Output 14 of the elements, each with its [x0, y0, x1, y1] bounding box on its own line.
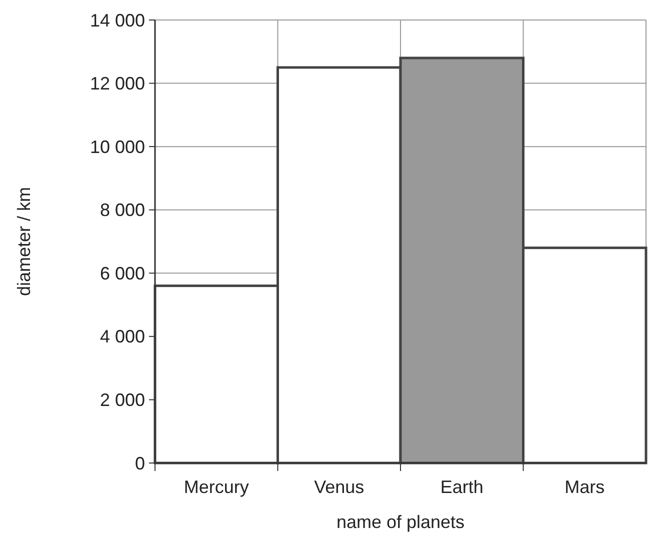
y-tick-label: 12 000 — [90, 74, 145, 94]
y-tick-label: 10 000 — [90, 136, 145, 157]
y-axis-title: diameter / km — [14, 186, 34, 296]
x-tick-label: Mars — [564, 477, 605, 497]
y-tick-label: 2 000 — [100, 390, 145, 410]
y-tick-label: 6 000 — [100, 263, 145, 284]
y-tick-label: 4 000 — [100, 326, 145, 347]
x-tick-label: Venus — [314, 477, 364, 497]
y-tick-label: 14 000 — [90, 10, 145, 30]
x-axis-title: name of planets — [336, 512, 465, 532]
x-tick-label: Mercury — [184, 477, 249, 497]
y-tick-label: 8 000 — [100, 200, 145, 220]
y-tick-label: 0 — [134, 453, 145, 474]
x-tick-label: Earth — [440, 477, 484, 497]
